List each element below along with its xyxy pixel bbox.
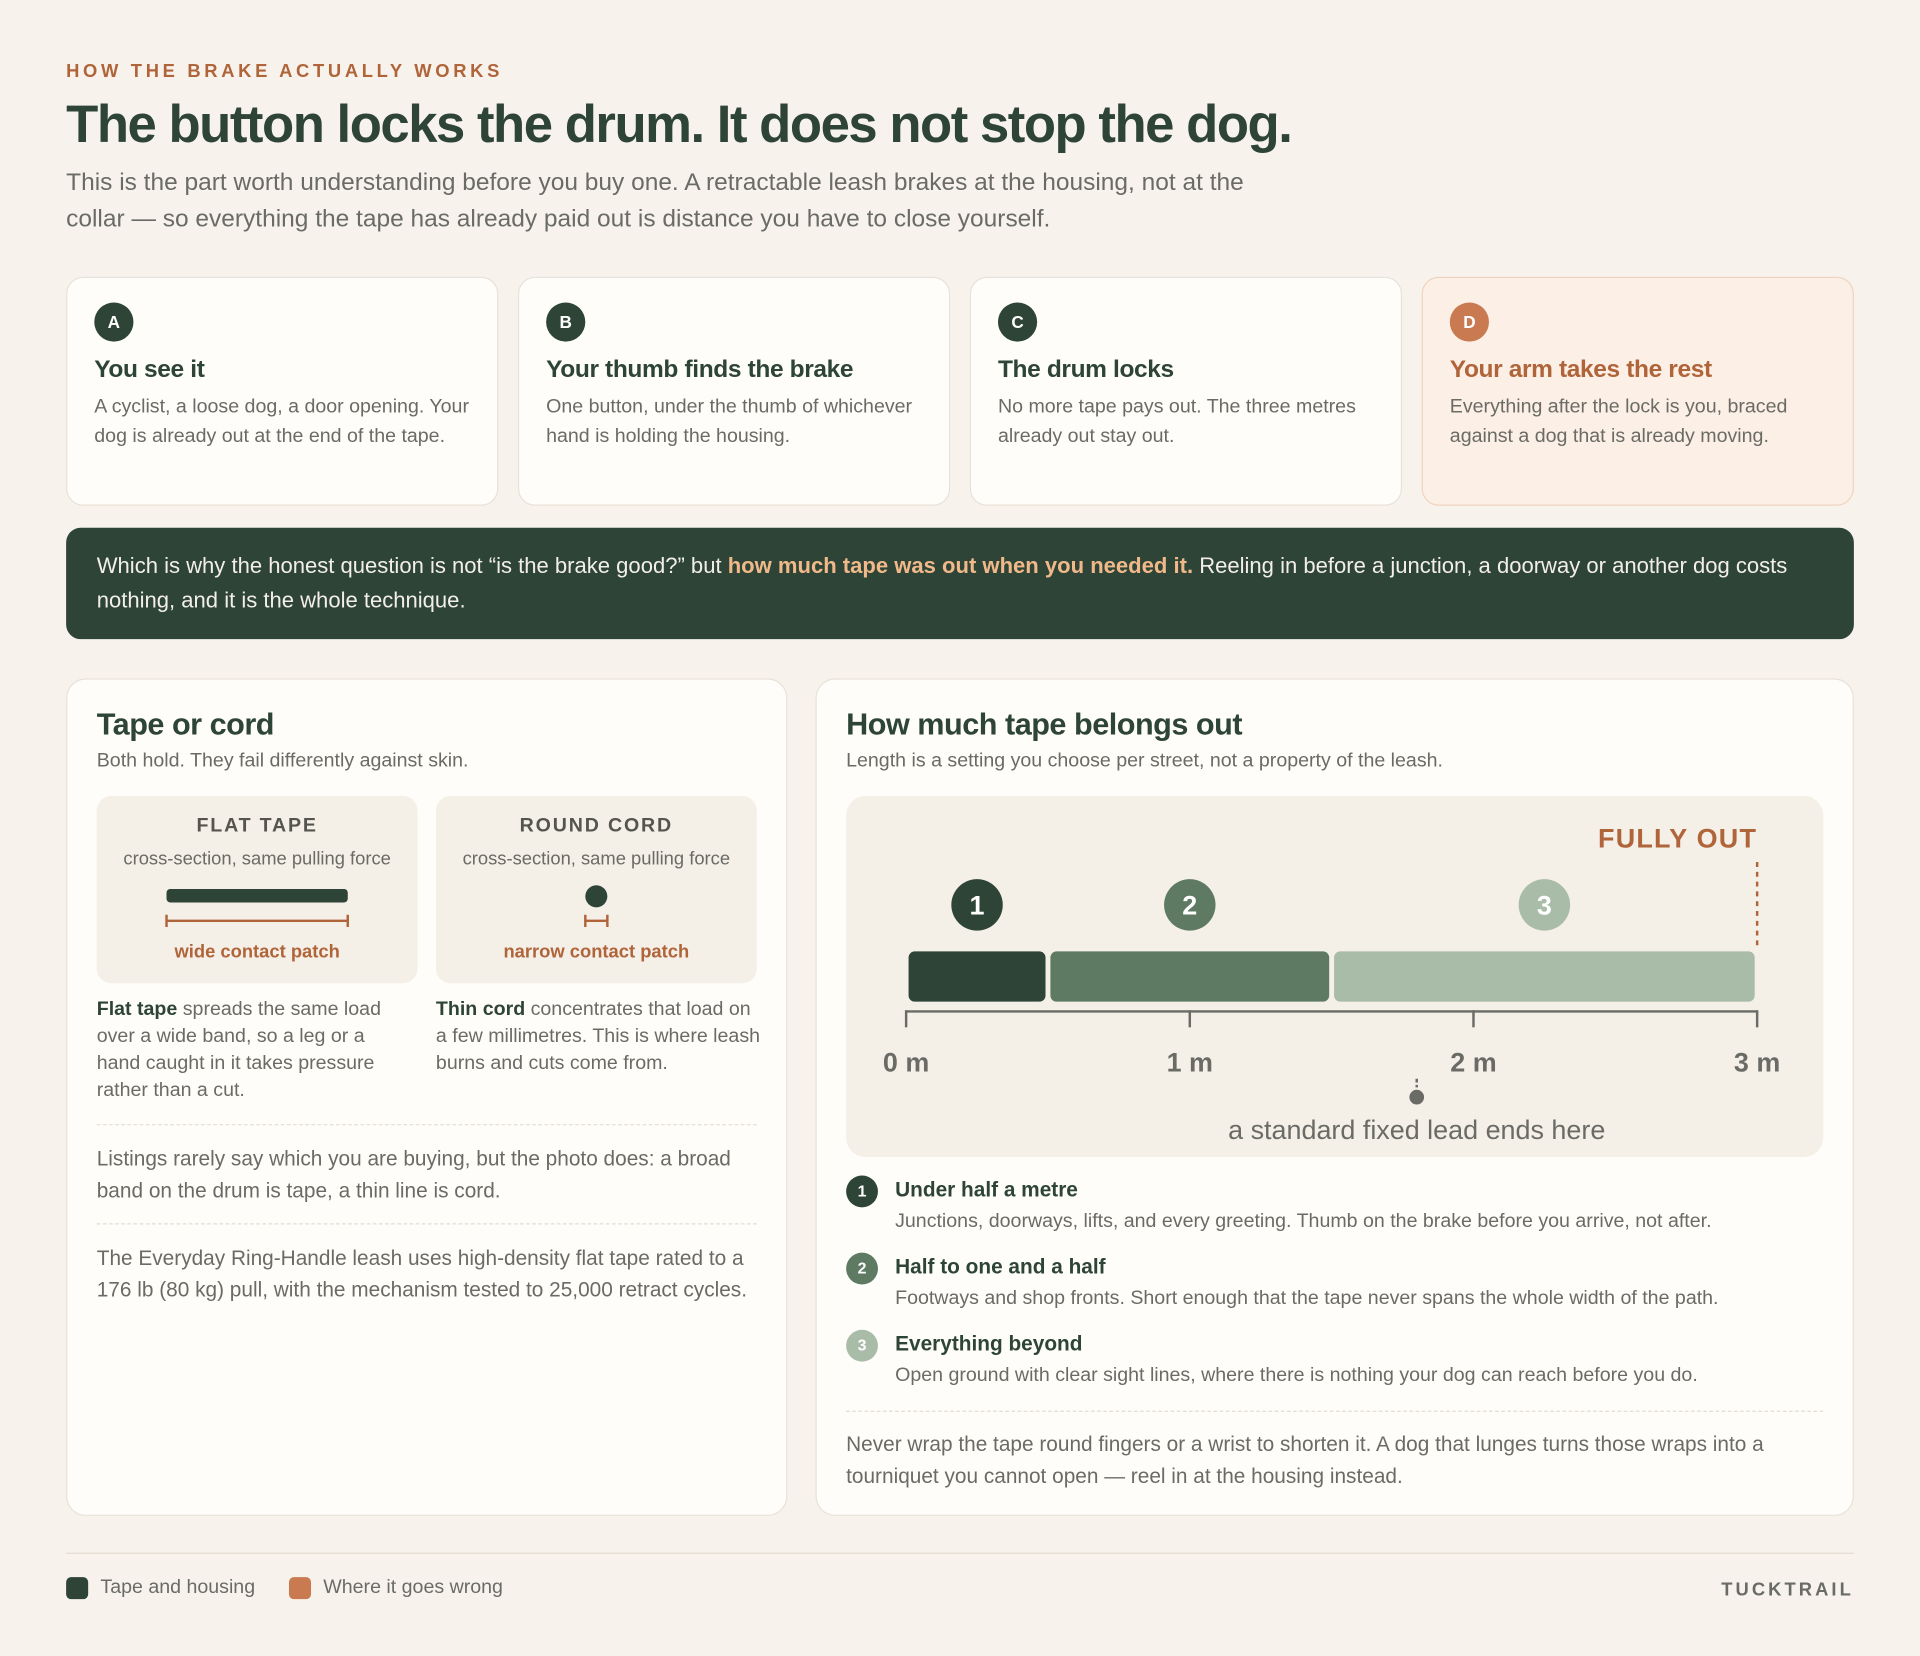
step-title: Your thumb finds the brake — [546, 356, 854, 384]
desc-bold: Thin cord — [435, 999, 526, 1021]
legend-swatch — [66, 1577, 89, 1600]
legend-swatch — [288, 1577, 312, 1600]
length-diagram: 0 m 1 m 2 m 3 m 1 2 3 FULLY OUT a standard fixed… — [883, 823, 1780, 1145]
step-badge: A — [94, 302, 134, 342]
tick-label: 1 m — [1167, 1047, 1213, 1077]
tape-box: FLAT TAPE cross-section, same pulling fo… — [96, 795, 418, 984]
box-title: FLAT TAPE — [196, 815, 318, 837]
step-badge: B — [546, 302, 586, 342]
cord-shape — [584, 885, 609, 927]
desc-text: concentrates that load on a few millimet… — [435, 999, 761, 1074]
callout: Which is why the honest question is not … — [66, 527, 1854, 640]
footer-rule — [66, 1552, 1854, 1554]
divider — [96, 1124, 757, 1126]
cord-box: ROUND CORD cross-section, same pulling f… — [435, 795, 757, 984]
marker-label: 1 — [970, 891, 985, 921]
zone-badge: 3 — [846, 1329, 878, 1362]
panel-title: Tape or cord — [96, 707, 275, 743]
zone-badge: 2 — [846, 1252, 878, 1285]
cord-section — [585, 885, 608, 908]
box-caption: cross-section, same pulling force — [123, 848, 391, 870]
step-text: No more tape pays out. The three metres … — [997, 396, 1356, 447]
legend-item: Tape and housing — [66, 1577, 256, 1600]
segment — [1050, 951, 1330, 1002]
step-badge: C — [997, 302, 1038, 342]
segment — [1334, 951, 1755, 1002]
brand: TUCKTRAIL — [1721, 1579, 1854, 1601]
tick-label: 3 m — [1734, 1047, 1780, 1077]
marker-badge — [1164, 879, 1216, 931]
step-text: One button, under the thumb of whichever… — [546, 396, 913, 447]
desc-bold: Flat tape — [96, 999, 178, 1021]
fully-out-label: FULLY OUT — [1598, 823, 1757, 853]
step-card: C The drum locks No more tape pays out. Th… — [969, 276, 1403, 506]
note: Listings rarely say which you are buying… — [96, 1147, 731, 1203]
box-label: narrow contact patch — [503, 941, 690, 963]
marker-badge — [1518, 879, 1571, 931]
box-title: ROUND CORD — [519, 815, 673, 837]
panel-title: How much tape belongs out — [846, 707, 1243, 743]
panel-subtitle: Both hold. They fail differently against… — [96, 750, 469, 772]
description: Flat tape spreads the same load over a w… — [97, 997, 403, 1105]
headline: The button locks the drum. It does not s… — [66, 95, 1293, 155]
description: Thin cord concentrates that load on a fe… — [436, 997, 760, 1078]
legend-item: Where it goes wrong — [288, 1577, 503, 1600]
zone-text: Open ground with clear sight lines, wher… — [895, 1365, 1698, 1387]
zone-badge: 1 — [846, 1175, 878, 1208]
marker-badge — [951, 879, 1003, 931]
zone-text: Junctions, doorways, lifts, and every gr… — [895, 1211, 1712, 1232]
marker-label: 3 — [1537, 891, 1552, 921]
step-card: D Your arm takes the rest Everything after… — [1421, 276, 1854, 506]
box-label: wide contact patch — [174, 941, 340, 963]
intro: This is the part worth understanding bef… — [66, 168, 1244, 233]
diagram-box: 0 m 1 m 2 m 3 m 1 2 3 FULLY OUT a standard fixed… — [846, 795, 1824, 1158]
fixed-lead-dot — [1409, 1089, 1425, 1105]
tape-section — [166, 888, 348, 903]
marker-label: 2 — [1182, 891, 1197, 921]
zone-title: Half to one and a half — [895, 1255, 1106, 1279]
zone-title: Everything beyond — [895, 1332, 1083, 1356]
step-text: Everything after the lock is you, braced… — [1449, 396, 1788, 447]
step-card: A You see it A cyclist, a loose dog, a doo… — [66, 276, 499, 506]
fixed-lead-label: a standard fixed lead ends here — [1228, 1115, 1605, 1145]
desc-text: spreads the same load over a wide band, … — [96, 999, 381, 1101]
step-title: Your arm takes the rest — [1449, 356, 1712, 384]
patch-bracket — [584, 914, 609, 927]
zone-text: Footways and shop fronts. Short enough t… — [895, 1288, 1719, 1309]
tape-shape — [165, 888, 349, 927]
eyebrow: HOW THE BRAKE ACTUALLY WORKS — [66, 61, 503, 83]
box-caption: cross-section, same pulling force — [462, 848, 731, 870]
patch-bracket — [165, 914, 349, 927]
step-title: The drum locks — [997, 356, 1174, 384]
step-badge: D — [1449, 302, 1489, 342]
tick-label: 0 m — [883, 1047, 929, 1077]
note: The Everyday Ring-Handle leash uses high… — [96, 1246, 747, 1302]
divider — [846, 1410, 1824, 1412]
warning: Never wrap the tape round fingers or a w… — [846, 1432, 1764, 1488]
callout-highlight: how much tape was out when you needed it… — [727, 553, 1194, 578]
callout-text: Reeling in before a junction, a doorway … — [96, 553, 1788, 613]
callout-text: Which is why the honest question is not … — [96, 553, 728, 578]
panel-subtitle: Length is a setting you choose per stree… — [846, 750, 1443, 772]
tick-label: 2 m — [1450, 1047, 1496, 1077]
legend-label: Where it goes wrong — [323, 1577, 503, 1598]
divider — [96, 1223, 757, 1225]
step-card: B Your thumb finds the brake One button, u… — [517, 276, 951, 506]
step-text: A cyclist, a loose dog, a door opening. … — [94, 396, 469, 447]
step-title: You see it — [94, 356, 205, 384]
segment — [908, 951, 1046, 1002]
zone-title: Under half a metre — [895, 1177, 1078, 1202]
legend-label: Tape and housing — [100, 1577, 256, 1598]
